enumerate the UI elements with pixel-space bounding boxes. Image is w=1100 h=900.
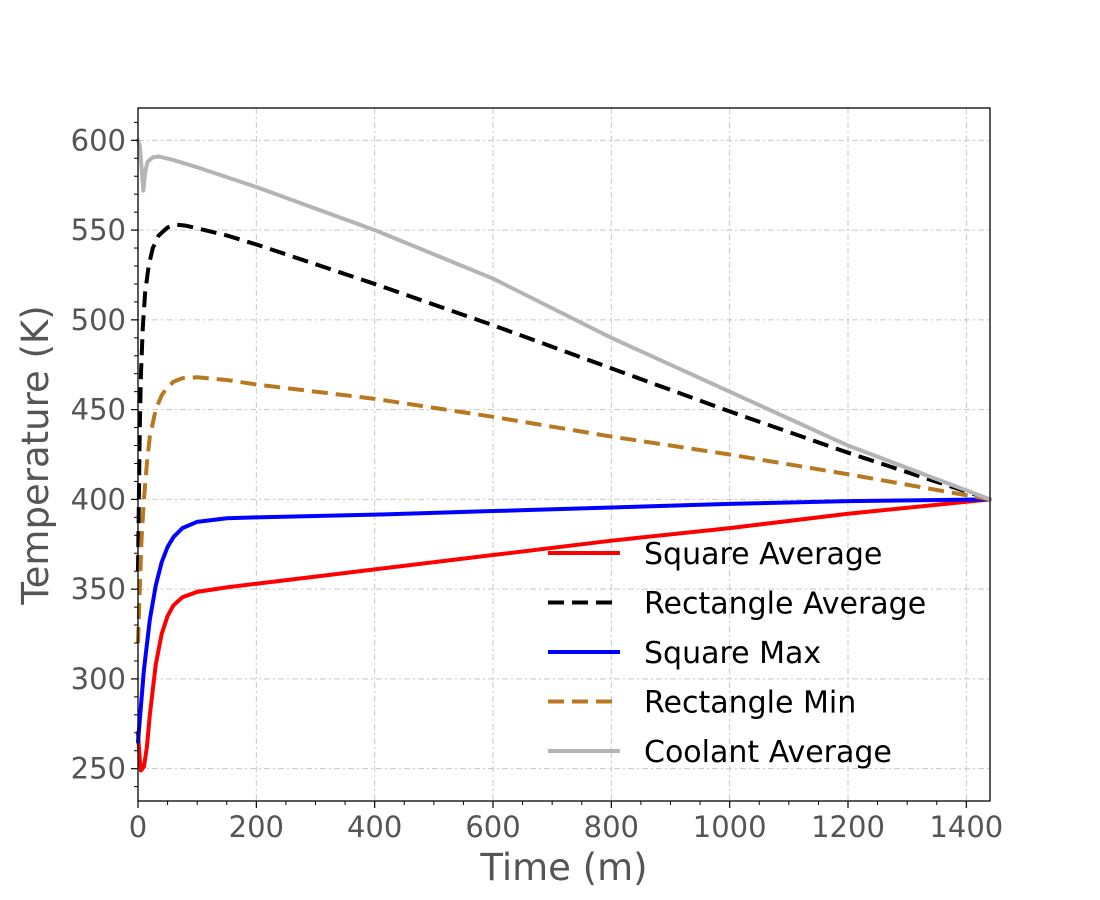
legend-label: Square Average (644, 537, 882, 572)
legend-label: Square Max (644, 636, 821, 671)
y-tick-label: 350 (71, 572, 126, 606)
x-tick-label: 0 (129, 810, 147, 844)
x-tick-label: 1200 (811, 810, 885, 844)
y-tick-label: 550 (71, 213, 126, 247)
legend-label: Coolant Average (644, 735, 892, 770)
series-line-rectangle-average (136, 222, 991, 572)
x-tick-labels: 0 200 400 600 800 1000 1200 1400 (129, 810, 1003, 844)
y-tick-labels: 250 300 350 400 450 500 550 600 (71, 123, 126, 785)
x-tick-label: 1000 (693, 810, 767, 844)
y-tick-label: 500 (71, 303, 126, 337)
y-tick-label: 400 (71, 482, 126, 516)
grid (137, 108, 990, 801)
y-axis-title: Temperature (K) (14, 305, 57, 605)
series-line-rectangle-min (136, 375, 991, 644)
x-tick-label: 200 (229, 810, 284, 844)
series-lines (136, 138, 992, 773)
y-tick-label: 300 (71, 662, 126, 696)
y-tick-label: 600 (71, 123, 126, 157)
x-tick-label: 600 (465, 810, 520, 844)
x-tick-label: 400 (347, 810, 402, 844)
x-axis-title: Time (m) (479, 846, 647, 889)
series-line-coolant-average (136, 138, 992, 502)
y-tick-label: 250 (71, 752, 126, 786)
y-tick-label: 450 (71, 393, 126, 427)
x-tick-label: 800 (584, 810, 639, 844)
series-line-square-max (136, 497, 992, 744)
plot-frame (137, 107, 991, 802)
legend-label: Rectangle Average (644, 587, 926, 622)
x-tick-label: 1400 (929, 810, 1003, 844)
legend-label: Rectangle Min (644, 686, 856, 721)
series-line-square-average (136, 497, 992, 773)
axis-ticks (131, 121, 967, 808)
legend: Square Average Rectangle Average Square Ma… (548, 537, 926, 770)
